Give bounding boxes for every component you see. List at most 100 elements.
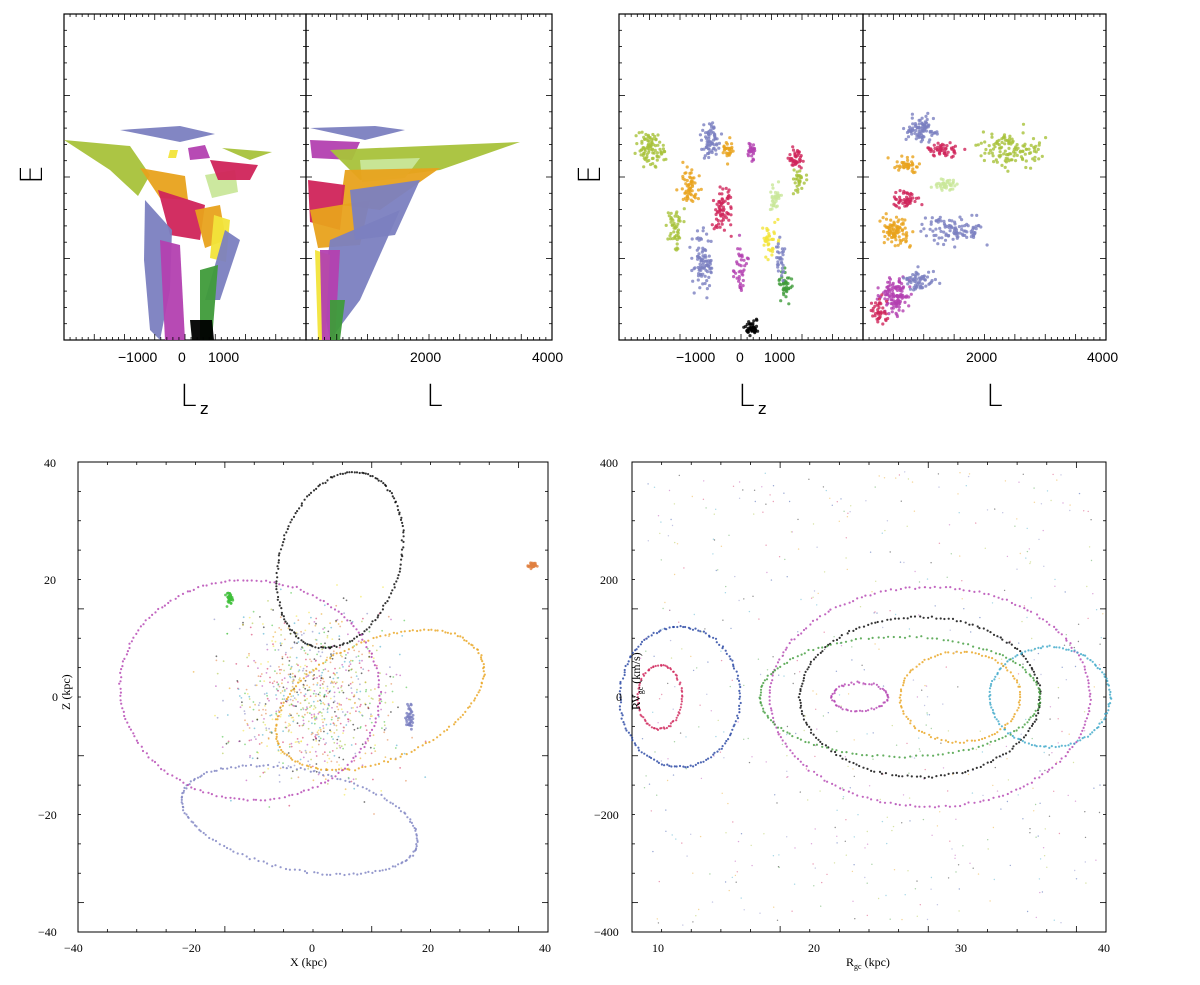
br-pt-438: [753, 489, 756, 491]
bl-loop-a-65: [276, 591, 279, 594]
tr2-c6-pt-39: [908, 193, 912, 197]
br-pt-111: [872, 758, 874, 760]
bl-pt-719: [279, 616, 282, 618]
bl-pt-45: [261, 685, 264, 687]
br-pt-477: [699, 704, 701, 706]
br-pt-437: [942, 767, 945, 769]
bl-pt-7: [330, 730, 332, 733]
bl-pt-806: [336, 671, 338, 674]
br-pt-232: [1007, 779, 1010, 781]
bl-loop-a-29: [338, 644, 342, 647]
bl-loop-c-98: [215, 769, 218, 772]
br-orb-b-61: [660, 664, 663, 667]
tr-c7-pt-75: [704, 255, 708, 259]
br-orb-a-95: [652, 631, 655, 635]
bl-pt-716: [355, 691, 358, 694]
bl-pt-440: [225, 742, 228, 745]
br-pt-588: [766, 669, 769, 671]
bl-pt-596: [424, 776, 427, 778]
tr2-c8-pt-39: [891, 281, 895, 285]
bl-pt-210: [361, 743, 364, 746]
bl-loop-c-134: [368, 789, 371, 792]
bl-pt-237: [272, 645, 275, 648]
bl-loop-a-149: [400, 539, 403, 542]
br-pt-383: [836, 835, 838, 837]
bl-loop-c-101: [226, 767, 229, 770]
tr-c7-pt-37: [696, 236, 700, 240]
bl-loop-c-108: [255, 765, 258, 768]
br-orb-a-59: [625, 729, 628, 732]
bl-pt-532: [359, 757, 362, 760]
bl-loop-d-68: [147, 756, 150, 759]
br-orb-e-12: [1028, 727, 1031, 730]
br-orb-b-59: [657, 664, 660, 667]
bl-loop-a-143: [399, 518, 403, 522]
br-pt-555: [834, 826, 836, 829]
bl-pt-800: [290, 714, 292, 717]
bl-blue-pt-25: [409, 711, 413, 715]
br-pt-95: [639, 657, 642, 659]
br-orb-c-40: [843, 683, 846, 686]
bl-loop-d-40: [259, 799, 262, 802]
bl-loop-c-63: [199, 830, 202, 833]
tr2-c8-pt-106: [889, 298, 894, 302]
br-orb-d-97: [769, 707, 773, 710]
tr2-c5-pt-41: [901, 232, 905, 236]
br-pt-568: [1084, 861, 1087, 863]
tr-c13-pt-29: [777, 251, 781, 255]
br-orb-d-42: [967, 801, 970, 804]
br-pt-413: [882, 685, 885, 687]
bl-pt-159: [383, 731, 386, 734]
br-pt-567: [799, 671, 801, 673]
bl-loop-b-133: [408, 629, 411, 633]
bl-loop-d-103: [137, 629, 140, 632]
bl-loop-c-142: [394, 805, 397, 808]
bl-loop-a-58: [280, 613, 283, 616]
tr-c5-pt-41: [718, 225, 722, 229]
br-pt-108: [683, 567, 685, 569]
br-pt-480: [709, 873, 711, 875]
br-pt-274: [1033, 810, 1035, 812]
tr-c6-pt-34: [681, 160, 685, 164]
br-orb-c-9: [875, 706, 878, 709]
br-pt-458: [863, 669, 865, 671]
br-pt-340: [850, 505, 852, 507]
br-pt-563: [751, 864, 753, 867]
br-orb-a-16: [724, 742, 727, 745]
bl-loop-c-110: [262, 764, 265, 767]
br-orb-d-94: [772, 716, 775, 720]
bl-loop-d-46: [233, 797, 236, 800]
tr2-c3-pt-56: [998, 150, 1002, 154]
br-orb-b-79: [681, 694, 684, 697]
bl-pt-471: [278, 761, 281, 764]
bl-pt-851: [291, 646, 294, 649]
tr-c5-pt-54: [723, 214, 727, 218]
bl-pt-63: [266, 697, 269, 700]
tr2-c3-pt-116: [990, 151, 994, 155]
tr2-c8-pt-79: [907, 304, 911, 308]
br-pt-84: [685, 768, 687, 770]
br-pt-573: [777, 866, 780, 868]
bl-loop-b-147: [456, 635, 459, 638]
br-pt-472: [957, 493, 959, 495]
tr2-c8-pt-73: [889, 302, 893, 306]
bl-loop-c-42: [279, 866, 282, 869]
bl-pt-608: [314, 706, 317, 709]
tr-c5-pt-28: [726, 197, 730, 201]
tr-c5-pt-67: [729, 223, 733, 227]
bl-loop-d-123: [205, 584, 208, 587]
br-pt-51: [1029, 828, 1031, 830]
br-pt-392: [657, 515, 660, 517]
br-pt-323: [970, 631, 972, 633]
bl-pt-72: [287, 627, 290, 630]
br-pt-237: [645, 775, 647, 777]
bl-pt-688: [280, 634, 282, 636]
tr-c1-pt-47: [702, 123, 706, 127]
br-orb-b-3: [680, 703, 683, 706]
tr-c10-pt-38: [765, 236, 769, 240]
bl-loop-d-54: [199, 789, 202, 792]
br-pt-530: [1064, 591, 1066, 593]
bl-pt-254: [306, 707, 309, 710]
bl-loop-b-14: [477, 691, 480, 694]
bl-pt-803: [286, 656, 289, 659]
